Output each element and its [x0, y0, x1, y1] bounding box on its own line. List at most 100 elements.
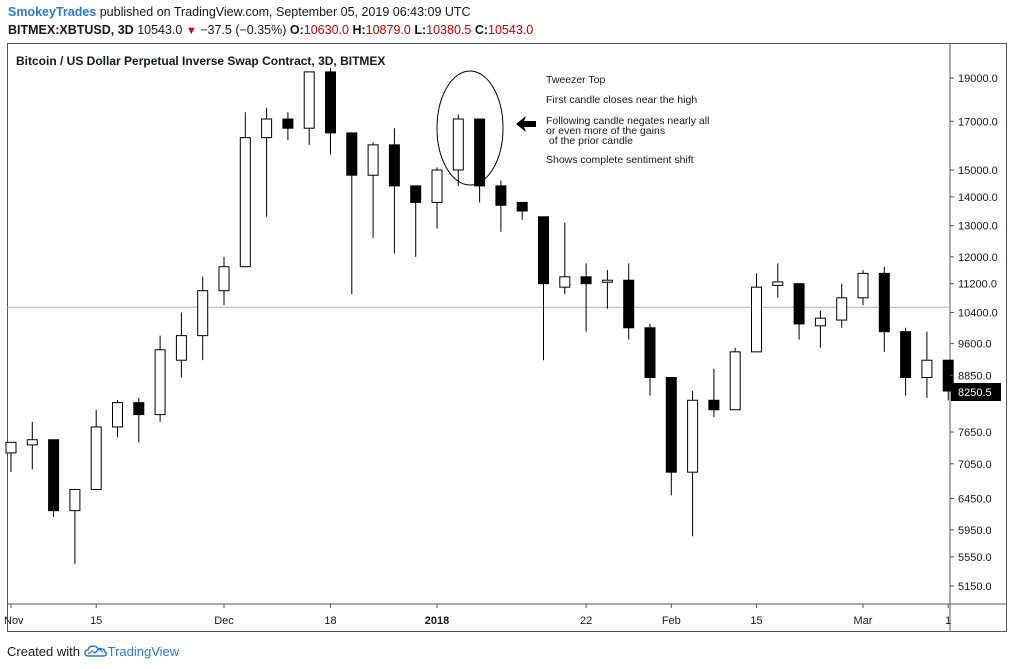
candle-up: [239, 137, 251, 268]
tradingview-brand[interactable]: TradingView: [107, 644, 180, 659]
x-tick-label: 18: [324, 615, 336, 627]
candle-down: [388, 144, 400, 187]
y-tick-label: 7050.0: [958, 459, 992, 471]
annotation-title: Tweezer Top: [546, 74, 606, 86]
candle-down: [516, 201, 528, 212]
annotation-line1: First candle closes near the high: [546, 94, 698, 106]
down-arrow-icon: ▼: [185, 25, 197, 37]
candle-down: [793, 283, 805, 325]
candle-up: [729, 351, 741, 411]
candle-up: [69, 488, 81, 512]
close-value: 10543.0: [488, 23, 534, 37]
candle-down: [325, 71, 336, 134]
open-label: O:: [289, 23, 304, 37]
y-tick-label: 10400.0: [958, 308, 998, 320]
candle-down: [623, 279, 635, 329]
y-tick-label: 5550.0: [958, 552, 992, 564]
x-tick-label: Dec: [214, 615, 234, 627]
candle-down: [48, 439, 60, 512]
candle-down: [644, 327, 656, 379]
annotation-line3: Shows complete sentiment shift: [546, 154, 694, 166]
footer: Created with TradingView: [7, 644, 179, 661]
chart-frame[interactable]: [7, 43, 1007, 632]
close-label: C:: [474, 23, 489, 37]
candle-up: [751, 286, 762, 353]
low-label: L:: [414, 23, 427, 37]
x-tick-label: 15: [90, 615, 102, 627]
price-label-box: [951, 383, 1001, 401]
x-tick-label: Feb: [662, 615, 681, 627]
y-tick-label: 15000.0: [958, 165, 998, 177]
candle-down: [665, 377, 677, 473]
candle-down: [133, 402, 145, 416]
y-tick-label: 9600.0: [958, 339, 992, 351]
candle-up: [772, 281, 784, 286]
left-arrow-icon: [516, 116, 536, 132]
y-tick-label: 8850.0: [958, 370, 992, 382]
y-tick-label: 5150.0: [958, 581, 992, 593]
ohlc-line: BITMEX:XBTUSD, 3D 10543.0 ▼ −37.5 (−0.35…: [8, 23, 533, 37]
candle-down: [708, 399, 720, 411]
published-text: published on TradingView.com, September …: [99, 5, 471, 19]
annotation-line2: Following candle negates nearly all or e…: [546, 115, 710, 147]
x-tick-label: 15: [750, 615, 762, 627]
candle-up: [154, 349, 166, 416]
x-tick-label: Mar: [854, 615, 873, 627]
candle-up: [197, 290, 209, 337]
candle-up: [218, 266, 230, 292]
candle-down: [538, 216, 549, 285]
x-tick-label: 1: [945, 615, 951, 627]
tweezer-ellipse: [436, 70, 504, 186]
candle-down: [580, 276, 592, 285]
candle-down: [495, 185, 507, 206]
candle-up: [687, 399, 699, 473]
candle-up: [90, 426, 102, 490]
candle-down: [878, 272, 890, 333]
candle-up: [5, 441, 17, 454]
y-tick-label: 12000.0: [958, 252, 998, 264]
candle-down: [282, 118, 294, 129]
candle-up: [175, 335, 187, 361]
x-tick-label: 2018: [425, 615, 449, 627]
chart-title: Bitcoin / US Dollar Perpetual Inverse Sw…: [16, 54, 388, 68]
candle-up: [559, 276, 571, 288]
candle-up: [431, 169, 443, 203]
candle-up: [836, 297, 848, 321]
y-tick-label: 11200.0: [958, 279, 997, 291]
y-tick-label: 5950.0: [958, 525, 992, 537]
candle-up: [814, 317, 826, 327]
x-tick-label: Nov: [4, 615, 24, 627]
candle-up: [921, 359, 933, 379]
author-link[interactable]: SmokeyTrades: [8, 5, 97, 19]
candle-down: [474, 118, 486, 187]
publish-line: SmokeyTrades published on TradingView.co…: [8, 5, 471, 19]
y-tick-label: 7650.0: [958, 427, 992, 439]
price-label: 8250.5: [958, 387, 992, 399]
candle-down: [346, 132, 358, 176]
candle-up: [112, 402, 123, 428]
y-tick-label: 17000.0: [958, 116, 998, 128]
candle-up: [367, 144, 379, 176]
candle-up: [452, 118, 464, 171]
y-tick-label: 14000.0: [958, 192, 998, 204]
x-tick-label: 22: [580, 615, 592, 627]
candle-up: [26, 439, 38, 446]
high-value: 10879.0: [365, 23, 411, 37]
y-tick-label: 13000.0: [958, 221, 998, 233]
tradingview-cloud-icon: [83, 644, 108, 661]
last-price: 10543.0: [137, 23, 183, 37]
symbol-label: BITMEX:XBTUSD, 3D: [8, 23, 134, 37]
candle-up: [303, 71, 315, 129]
candle-down: [410, 185, 422, 203]
candle-up: [857, 272, 869, 299]
y-tick-label: 19000.0: [958, 73, 998, 85]
candle-down: [900, 331, 912, 379]
open-value: 10630.0: [303, 23, 349, 37]
candle-up: [261, 118, 273, 139]
candle-up: [601, 279, 613, 283]
high-label: H:: [352, 23, 366, 37]
low-value: 10380.5: [426, 23, 472, 37]
y-tick-label: 6450.0: [958, 493, 992, 505]
created-with-text: Created with: [7, 644, 80, 659]
